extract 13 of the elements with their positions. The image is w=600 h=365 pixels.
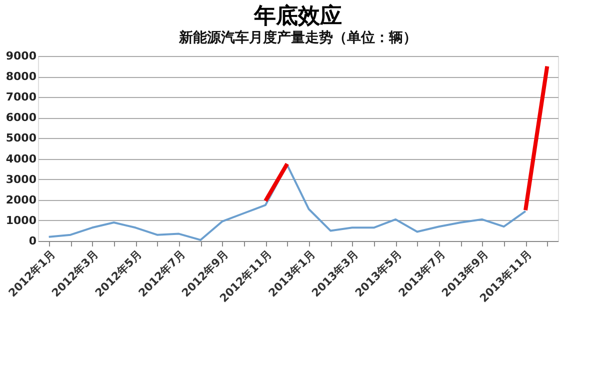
y-tick-label: 4000 — [6, 152, 37, 166]
y-tick-label: 7000 — [6, 90, 37, 104]
y-tick-label: 3000 — [6, 172, 37, 186]
y-tick-label: 5000 — [6, 132, 37, 145]
line-series — [48, 164, 526, 241]
y-tick-label: 0 — [28, 234, 37, 248]
y-tick-label: 1000 — [6, 214, 37, 227]
chart-subtitle: 新能源汽车月度产量走势（单位：辆） — [178, 29, 417, 46]
y-tick-label: 8000 — [6, 70, 37, 84]
chart-title: 年底效应 — [253, 3, 342, 29]
y-tick-label: 9000 — [6, 50, 37, 62]
y-tick-label: 2000 — [6, 193, 37, 206]
y-tick-label: 6000 — [6, 111, 37, 124]
